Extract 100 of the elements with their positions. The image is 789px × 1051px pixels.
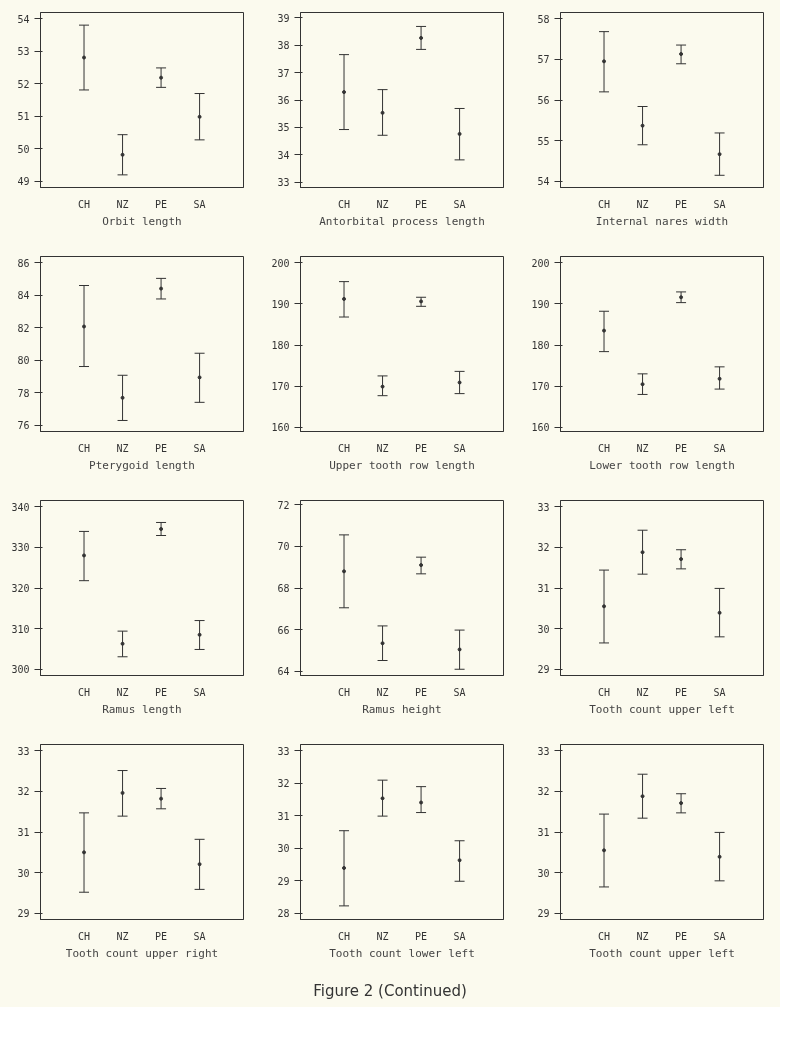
y-tick-label: 68 — [277, 583, 290, 594]
y-tick-label: 30 — [277, 843, 290, 855]
point — [82, 55, 87, 60]
x-tick-label: PE — [675, 442, 688, 454]
y-tick-label: 53 — [17, 46, 30, 58]
x-tick-label: PE — [675, 686, 688, 698]
y-tick-label: 38 — [277, 40, 290, 52]
x-axis-title: Ramus length — [102, 702, 182, 716]
x-tick-label: SA — [193, 930, 206, 942]
x-tick-label: CH — [78, 198, 91, 210]
point — [717, 376, 722, 381]
x-tick-label: NZ — [636, 442, 649, 454]
x-tick-label: SA — [713, 930, 726, 942]
y-tick-label: 78 — [17, 387, 30, 399]
x-tick-label: SA — [713, 686, 726, 698]
point — [159, 286, 164, 291]
point — [419, 35, 424, 40]
y-tick-label: 36 — [277, 95, 290, 106]
x-tick-label: NZ — [636, 686, 649, 698]
y-tick-label: 300 — [11, 664, 30, 676]
y-tick-label: 190 — [531, 298, 550, 310]
point — [679, 557, 684, 562]
x-tick-label: SA — [713, 198, 726, 210]
x-axis-title: Antorbital process length — [319, 214, 485, 228]
x-tick-label: CH — [338, 930, 351, 942]
y-tick-label: 82 — [17, 322, 30, 334]
point — [342, 865, 347, 870]
x-tick-label: CH — [78, 442, 91, 454]
point — [342, 296, 347, 301]
y-tick-label: 57 — [537, 54, 550, 66]
x-tick-label: NZ — [376, 686, 389, 698]
x-axis-title: Upper tooth row length — [329, 458, 475, 472]
y-tick-label: 320 — [11, 583, 30, 594]
x-tick-label: SA — [193, 198, 206, 210]
y-tick-label: 30 — [17, 867, 30, 879]
point — [640, 794, 645, 799]
y-tick-label: 310 — [11, 623, 30, 635]
point — [602, 59, 607, 64]
point — [602, 848, 607, 853]
point — [380, 110, 385, 115]
y-tick-label: 80 — [17, 355, 30, 367]
y-tick-label: 28 — [277, 908, 290, 920]
x-tick-label: NZ — [636, 198, 649, 210]
point — [457, 858, 462, 863]
y-tick-label: 160 — [271, 422, 290, 434]
point — [717, 854, 722, 859]
y-tick-label: 30 — [537, 623, 550, 635]
x-tick-label: CH — [598, 442, 611, 454]
y-tick-label: 84 — [17, 290, 30, 302]
y-tick-label: 34 — [277, 149, 290, 161]
point — [717, 152, 722, 157]
y-tick-label: 29 — [537, 664, 550, 676]
x-tick-label: CH — [338, 198, 351, 210]
y-tick-label: 64 — [277, 666, 290, 678]
x-tick-label: PE — [155, 198, 168, 210]
y-tick-label: 50 — [17, 143, 30, 155]
y-tick-label: 180 — [271, 340, 290, 352]
x-axis-title: Tooth count upper left — [589, 946, 735, 960]
x-tick-label: NZ — [116, 686, 129, 698]
x-tick-label: NZ — [376, 442, 389, 454]
y-tick-label: 58 — [537, 13, 550, 25]
point — [380, 641, 385, 646]
point — [159, 526, 164, 531]
x-tick-label: SA — [453, 930, 466, 942]
x-tick-label: PE — [415, 686, 428, 698]
x-axis-title: Orbit length — [102, 214, 182, 228]
x-tick-label: PE — [675, 198, 688, 210]
y-tick-label: 49 — [17, 176, 30, 188]
x-tick-label: CH — [338, 442, 351, 454]
y-tick-label: 33 — [277, 745, 290, 757]
caption: Figure 2 (Continued) — [313, 981, 467, 1002]
x-tick-label: PE — [155, 930, 168, 942]
y-tick-label: 200 — [271, 257, 290, 269]
y-tick-label: 39 — [277, 12, 290, 24]
x-tick-label: PE — [155, 686, 168, 698]
y-tick-label: 33 — [277, 177, 290, 189]
y-tick-label: 330 — [11, 542, 30, 554]
point — [82, 553, 87, 558]
y-tick-label: 76 — [17, 420, 30, 432]
point — [679, 801, 684, 806]
x-tick-label: CH — [338, 686, 351, 698]
y-tick-label: 29 — [17, 908, 30, 920]
y-tick-label: 180 — [531, 340, 550, 352]
y-tick-label: 51 — [17, 111, 30, 123]
x-tick-label: CH — [78, 686, 91, 698]
y-tick-label: 29 — [537, 908, 550, 920]
x-axis-title: Tooth count upper right — [65, 946, 219, 960]
x-tick-label: NZ — [116, 442, 129, 454]
y-tick-label: 29 — [277, 875, 290, 887]
point — [197, 862, 202, 867]
y-tick-label: 31 — [537, 827, 550, 838]
x-tick-label: NZ — [376, 930, 389, 942]
y-tick-label: 52 — [17, 78, 30, 90]
x-axis-title: Lower tooth row length — [589, 458, 735, 472]
x-tick-label: SA — [453, 686, 466, 698]
y-tick-label: 30 — [537, 867, 550, 879]
point — [602, 604, 607, 609]
point — [380, 796, 385, 801]
point — [457, 647, 462, 652]
point — [342, 90, 347, 95]
